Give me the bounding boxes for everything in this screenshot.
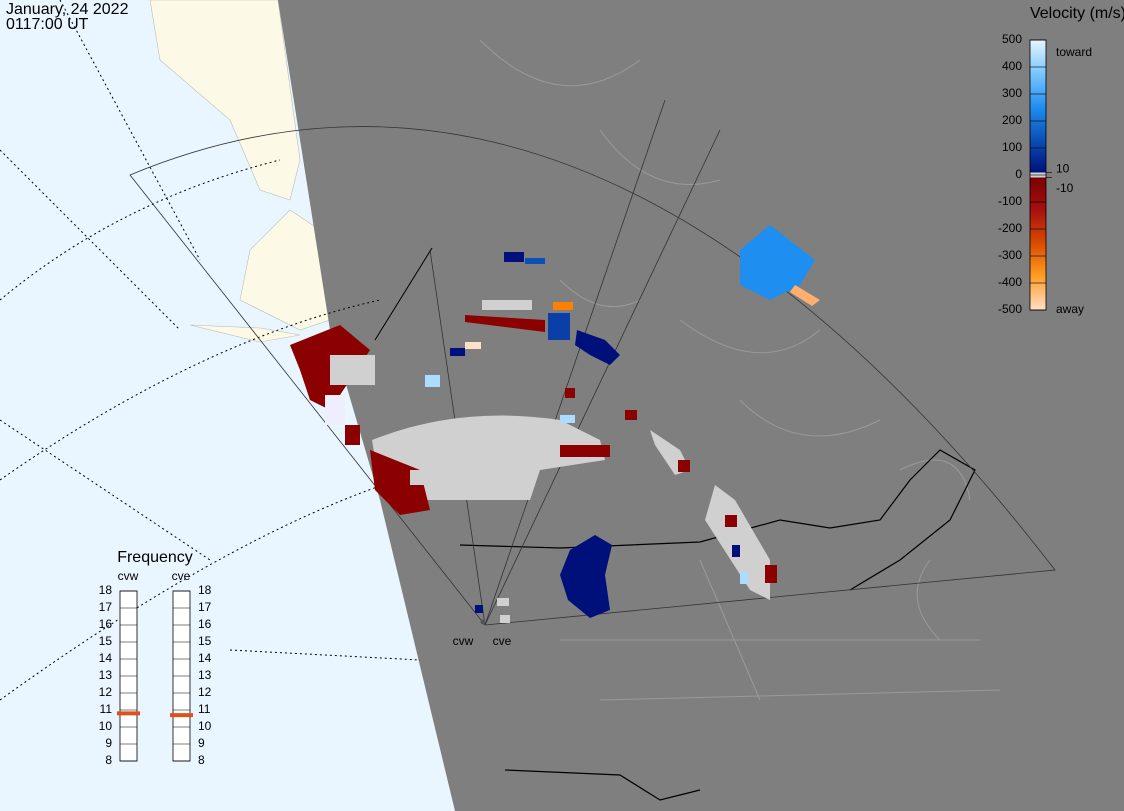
frequency-label: 17 <box>99 600 113 614</box>
colorbar-label: 100 <box>1002 140 1022 154</box>
frequency-title: Frequency <box>117 549 193 566</box>
fan-edge <box>374 247 433 341</box>
frequency-label: 10 <box>198 719 212 733</box>
frequency-label: 17 <box>198 600 212 614</box>
time: 0117:00 UT <box>6 16 89 33</box>
away-label: away <box>1056 302 1084 316</box>
colorbar-inner-label: -10 <box>1056 181 1074 195</box>
frequency-label: 9 <box>198 736 205 750</box>
radar-label: cvw <box>453 634 474 648</box>
frequency-label: 15 <box>198 634 212 648</box>
frequency-label: 12 <box>99 685 113 699</box>
frequency-label: 8 <box>105 753 112 767</box>
colorbar-label: -400 <box>998 275 1022 289</box>
colorbar-label: 200 <box>1002 113 1022 127</box>
date: January, 24 2022 <box>6 1 129 18</box>
frequency-label: 11 <box>198 702 211 716</box>
frequency-label: 8 <box>198 753 205 767</box>
coastlines <box>479 39 1001 701</box>
colorbar-label: 0 <box>1015 167 1022 181</box>
colorbar-label: -300 <box>998 248 1022 262</box>
colorbar-label: 500 <box>1002 32 1022 46</box>
radar-label: cve <box>493 634 512 648</box>
frequency-label: 9 <box>105 736 112 750</box>
frequency-label: 13 <box>198 668 212 682</box>
colorbar-inner-label: 10 <box>1056 161 1070 175</box>
frequency-label: 18 <box>99 583 113 597</box>
frequency-label: 10 <box>99 719 113 733</box>
frequency-label: 14 <box>198 651 212 665</box>
scatter-cells <box>290 225 820 623</box>
frequency-label: 18 <box>198 583 212 597</box>
colorbar-label: -200 <box>998 221 1022 235</box>
frequency-label: 16 <box>99 617 113 631</box>
radar-name: cve <box>172 569 191 583</box>
fan-outline <box>129 126 1056 626</box>
velocity-title: Velocity (m/s) <box>1030 5 1124 22</box>
frequency-label: 11 <box>100 702 113 716</box>
night-region <box>278 0 1124 811</box>
frequency-label: 13 <box>99 668 113 682</box>
frequency-label: 12 <box>198 685 212 699</box>
border <box>459 449 976 591</box>
radar-name: cvw <box>118 569 139 583</box>
toward-label: toward <box>1056 45 1092 59</box>
radar-site <box>480 619 486 625</box>
frequency-label: 15 <box>99 634 113 648</box>
colorbar-label: -500 <box>998 302 1022 316</box>
colorbar-label: 400 <box>1002 59 1022 73</box>
frequency-label: 16 <box>198 617 212 631</box>
colorbar-label: -100 <box>998 194 1022 208</box>
colorbar-label: 300 <box>1002 86 1022 100</box>
border-south <box>504 769 701 801</box>
frequency-label: 14 <box>99 651 113 665</box>
